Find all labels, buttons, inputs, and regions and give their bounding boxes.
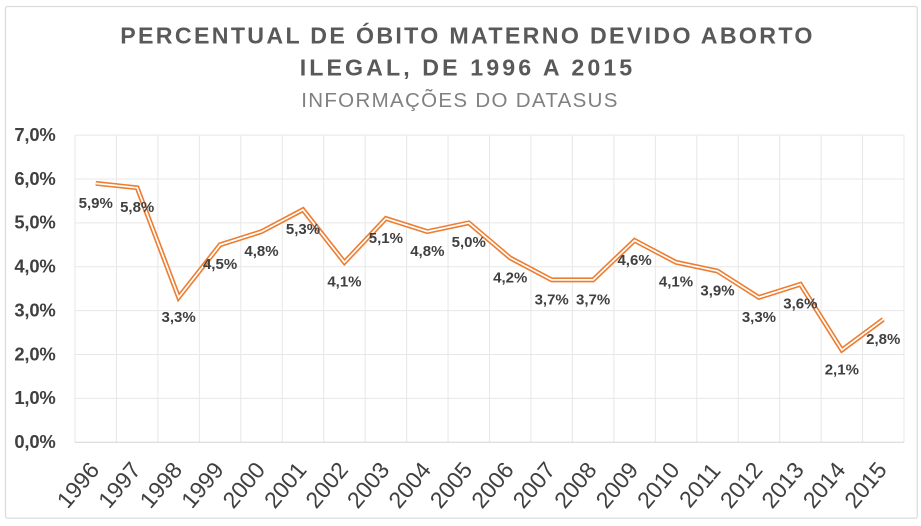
svg-text:4,1%: 4,1%	[659, 274, 693, 291]
svg-text:4,8%: 4,8%	[410, 243, 444, 260]
svg-text:3,7%: 3,7%	[576, 291, 610, 308]
svg-text:2,8%: 2,8%	[866, 331, 900, 348]
svg-text:5,3%: 5,3%	[286, 221, 320, 238]
svg-text:4,6%: 4,6%	[617, 252, 651, 269]
svg-text:3,0%: 3,0%	[14, 299, 55, 320]
svg-text:5,9%: 5,9%	[79, 195, 113, 212]
svg-text:5,8%: 5,8%	[120, 199, 154, 216]
svg-text:0,0%: 0,0%	[14, 431, 55, 452]
svg-text:5,0%: 5,0%	[14, 212, 55, 233]
svg-text:7,0%: 7,0%	[14, 124, 55, 145]
svg-text:2,0%: 2,0%	[14, 343, 55, 364]
svg-text:3,7%: 3,7%	[535, 291, 569, 308]
svg-text:1,0%: 1,0%	[14, 387, 55, 408]
svg-text:4,2%: 4,2%	[493, 269, 527, 286]
svg-text:3,3%: 3,3%	[742, 309, 776, 326]
svg-text:3,3%: 3,3%	[162, 309, 196, 326]
svg-text:3,6%: 3,6%	[783, 296, 817, 313]
svg-text:4,1%: 4,1%	[327, 274, 361, 291]
svg-text:3,9%: 3,9%	[700, 283, 734, 300]
svg-text:4,0%: 4,0%	[14, 256, 55, 277]
svg-text:ILEGAL, DE 1996 A 2015: ILEGAL, DE 1996 A 2015	[300, 54, 636, 80]
svg-text:5,1%: 5,1%	[369, 230, 403, 247]
svg-text:PERCENTUAL DE ÓBITO MATERNO DE: PERCENTUAL DE ÓBITO MATERNO DEVIDO ABORT…	[120, 22, 815, 49]
svg-text:4,5%: 4,5%	[203, 256, 237, 273]
svg-text:5,0%: 5,0%	[452, 234, 486, 251]
svg-text:2,1%: 2,1%	[825, 361, 859, 378]
svg-text:INFORMAÇÕES DO DATASUS: INFORMAÇÕES DO DATASUS	[301, 89, 619, 112]
svg-text:6,0%: 6,0%	[14, 168, 55, 189]
svg-text:4,8%: 4,8%	[244, 243, 278, 260]
